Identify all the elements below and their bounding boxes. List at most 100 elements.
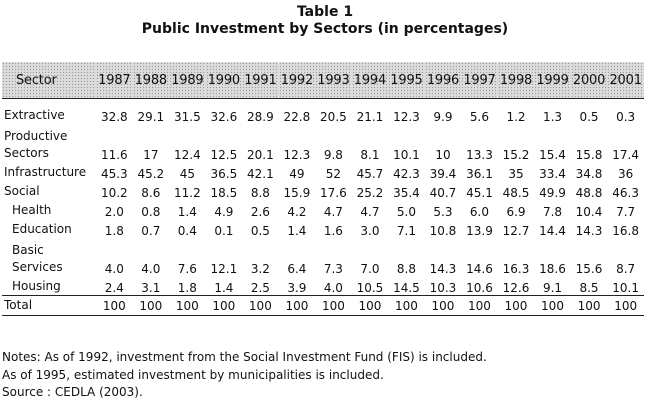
column-header-year: 1990 — [205, 62, 243, 99]
table-cell: 10.1 — [612, 281, 639, 295]
table-cell: 46.3 — [612, 186, 639, 200]
row-label: Social — [4, 184, 40, 198]
row-label: Total — [4, 298, 33, 312]
table-cell: 36.5 — [210, 167, 238, 181]
table-cell: 4.0 — [104, 262, 124, 276]
table-cell: 2.4 — [104, 281, 124, 295]
column-header-year: 1996 — [424, 62, 462, 99]
table-cell: 15.9 — [283, 186, 311, 200]
table-cell: 42.1 — [247, 167, 274, 181]
table-row: Social 10.2 8.6 11.2 18.5 8.8 15.9 17.6 25.2 35.4… — [2, 181, 644, 200]
table-cell: 12.5 — [210, 148, 238, 162]
table-cell: 17.6 — [320, 186, 347, 200]
table-cell: 5.6 — [469, 110, 490, 124]
table-cell: 18.5 — [210, 186, 238, 200]
table-row: Health 2.0 0.8 1.4 4.9 2.6 4.2 4.7 4.7 5.0 5.3 6.0 6… — [2, 200, 644, 219]
table-cell: 6.4 — [287, 262, 307, 276]
table-cell: 2.6 — [250, 205, 270, 219]
table-cell: 18.6 — [539, 262, 566, 276]
table-cell: 10.6 — [466, 281, 493, 295]
table-cell: 1.2 — [506, 110, 526, 124]
table-cell: 14.5 — [393, 281, 420, 295]
table-cell: 3.9 — [287, 281, 307, 295]
table-cell: 45.3 — [100, 167, 128, 181]
table-cell: 7.8 — [542, 205, 563, 219]
table-cell: 10.4 — [575, 205, 603, 219]
table-cell: 12.3 — [393, 110, 420, 124]
table-row: Infrastructure 45.3 45.2 45 36.5 42.1 49 52 45.7… — [2, 162, 644, 181]
table-cell: 13.9 — [466, 224, 493, 238]
table-cell: 45.2 — [137, 167, 165, 181]
table-cell: 1.6 — [323, 224, 343, 238]
table-row: Productive Sectors 11.6 17 12.4 12.5 20.1 12.3… — [2, 124, 644, 162]
table-cell: 48.8 — [575, 186, 603, 200]
table-cell: 4.2 — [287, 205, 307, 219]
table-cell: 0.5 — [250, 224, 270, 238]
table-row: Total 100 100 100 100 100 100 100 100 100 100 100 10… — [2, 295, 644, 316]
table-cell: 100 — [394, 298, 418, 313]
table-cell: 49.9 — [539, 186, 566, 200]
table-cell: 100 — [577, 298, 601, 313]
table-cell: 49 — [289, 167, 305, 181]
table-cell: 1.3 — [542, 110, 563, 124]
table-cell: 100 — [431, 298, 455, 313]
table-cell: 40.7 — [429, 186, 457, 200]
table-cell: 32.6 — [210, 110, 238, 124]
table-cell: 35 — [508, 167, 524, 181]
table-cell: 17 — [143, 148, 159, 162]
table-body: Extractive 32.8 29.1 31.5 32.6 28.9 22.8 20.5 21… — [2, 99, 644, 316]
table-cell: 15.2 — [502, 148, 530, 162]
table-cell: 12.7 — [502, 224, 530, 238]
table-cell: 52 — [325, 167, 342, 181]
source-line: Source : CEDLA (2003). — [2, 385, 143, 399]
table-cell: 9.8 — [323, 148, 343, 162]
table-cell: 8.5 — [579, 281, 599, 295]
row-label: Basic Services — [12, 243, 63, 274]
table-cell: 10.2 — [100, 186, 128, 200]
table-cell: 31.5 — [173, 110, 201, 124]
table-cell: 28.9 — [247, 110, 274, 124]
table-cell: 6.0 — [469, 205, 490, 219]
investment-table: Sector 1987 1988 1989 1990 1991 1992 1993 1994 1… — [2, 62, 644, 316]
column-header-sector: Sector — [2, 62, 97, 99]
table-cell: 7.3 — [323, 262, 343, 276]
table-cell: 14.4 — [539, 224, 566, 238]
table-cell: 5.3 — [433, 205, 453, 219]
table-cell: 100 — [248, 298, 272, 313]
column-header-year: 1991 — [242, 62, 279, 99]
table-cell: 0.5 — [579, 110, 599, 124]
column-header-year: 1994 — [351, 62, 389, 99]
table-cell: 1.4 — [177, 205, 197, 219]
table-cell: 14.3 — [575, 224, 603, 238]
table-cell: 3.1 — [141, 281, 161, 295]
table-cell: 25.2 — [356, 186, 384, 200]
row-label: Education — [12, 222, 72, 236]
table-cell: 11.2 — [173, 186, 201, 200]
table-cell: 8.1 — [360, 148, 380, 162]
table-cell: 21.1 — [356, 110, 384, 124]
table-caption: Table 1 Public Investment by Sectors (in… — [0, 4, 650, 38]
table-cell: 12.1 — [210, 262, 238, 276]
table-cell: 10 — [435, 148, 451, 162]
column-header-year: 1992 — [278, 62, 316, 99]
table-cell: 2.5 — [250, 281, 270, 295]
table-cell: 100 — [102, 298, 126, 313]
table-row: Housing 2.4 3.1 1.8 1.4 2.5 3.9 4.0 10.5 14.5 10.3… — [2, 276, 644, 296]
table-cell: 10.3 — [429, 281, 457, 295]
table-cell: 20.5 — [320, 110, 347, 124]
table-cell: 1.4 — [214, 281, 234, 295]
table-row: Basic Services 4.0 4.0 7.6 12.1 3.2 6.4 7.3 7.0 8… — [2, 238, 644, 276]
table-cell: 15.6 — [575, 262, 603, 276]
table-cell: 7.0 — [360, 262, 380, 276]
table-row: Education 1.8 0.7 0.4 0.1 0.5 1.4 1.6 3.0 7.1 10.8… — [2, 219, 644, 238]
column-header-year: 1995 — [388, 62, 425, 99]
table-cell: 36 — [618, 167, 634, 181]
table-cell: 4.9 — [214, 205, 234, 219]
table-cell: 100 — [321, 298, 345, 313]
column-header-year: 1989 — [169, 62, 206, 99]
table-cell: 20.1 — [247, 148, 274, 162]
table-cell: 4.0 — [141, 262, 161, 276]
table-cell: 11.6 — [100, 148, 128, 162]
table-cell: 2.0 — [104, 205, 124, 219]
table-cell: 12.4 — [173, 148, 201, 162]
